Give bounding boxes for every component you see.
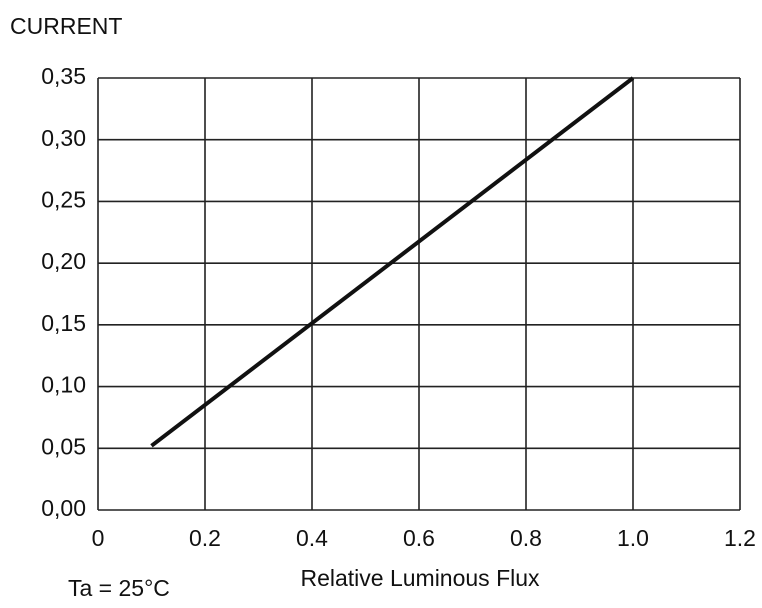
data-line [150, 76, 635, 448]
y-tick-label: 0,35 [41, 63, 86, 89]
x-tick-label: 0.8 [510, 525, 542, 551]
y-tick-label: 0,05 [41, 433, 86, 459]
x-axis-label: Relative Luminous Flux [300, 565, 540, 591]
y-tick-label: 0,15 [41, 310, 86, 336]
y-tick-label: 0,20 [41, 248, 86, 274]
y-tick-label: 0,30 [41, 125, 86, 151]
y-tick-label: 0,00 [41, 495, 86, 521]
x-tick-label: 0.6 [403, 525, 435, 551]
x-tick-label: 0.4 [296, 525, 328, 551]
y-tick-label: 0,10 [41, 372, 86, 398]
y-axis-label: CURRENT [10, 13, 122, 39]
x-tick-label: 1.0 [617, 525, 649, 551]
x-tick-label: 1.2 [724, 525, 756, 551]
annotation: Ta = 25°C [68, 575, 170, 601]
x-tick-label: 0 [92, 525, 105, 551]
x-tick-label: 0.2 [189, 525, 221, 551]
y-tick-label: 0,25 [41, 187, 86, 213]
